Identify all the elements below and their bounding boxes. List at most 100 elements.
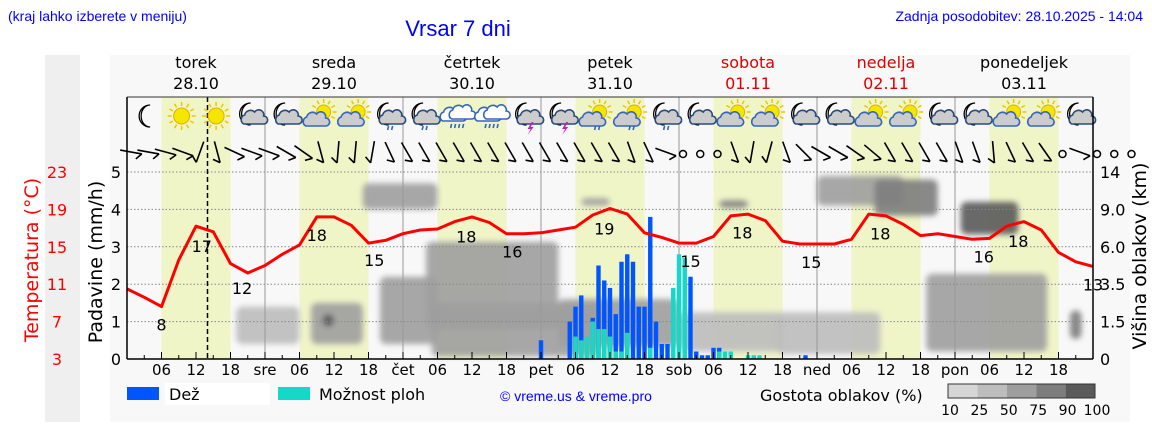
wind-barb-staff (120, 149, 142, 155)
sun-ray (883, 104, 888, 109)
cloud-icon (792, 109, 821, 125)
sun-ray (741, 100, 745, 105)
weather-icon-moon-cloud (239, 102, 269, 126)
temperature-label: 19 (594, 220, 614, 239)
cloud-icon (1026, 111, 1055, 127)
wind-barb-icon (120, 149, 143, 160)
wind-barb-feather (782, 158, 791, 164)
weather-icon-moon-cloud (929, 102, 959, 126)
sun-ray (883, 115, 888, 120)
sun-ray (637, 100, 642, 105)
cloud-density-level: 90 (1059, 403, 1077, 419)
sun-ray (208, 124, 212, 129)
legend-rain-swatch (127, 387, 159, 400)
sun-ray (775, 100, 780, 105)
weather-icon-sun (167, 102, 196, 130)
wind-barb-staff (626, 141, 636, 163)
cloud-density-swatch (1006, 384, 1037, 398)
x-tick-label: 12 (1014, 361, 1033, 379)
rain-bar (630, 261, 636, 359)
wind-calm-icon (678, 149, 688, 159)
wind-barb-icon (400, 142, 414, 163)
wind-barb-staff (846, 145, 865, 159)
cloud-icon (964, 109, 993, 125)
sun-ray (725, 104, 731, 109)
wind-barb-icon (294, 145, 313, 162)
credit-link[interactable]: © vreme.us & vreme.pro (500, 388, 652, 404)
day-name: nedelja (857, 53, 916, 72)
x-tick-label: sre (254, 361, 277, 379)
wind-barb-feather (304, 157, 313, 162)
weather-icon-moon-cloud-thunder (515, 102, 545, 135)
sun-ray (208, 103, 212, 108)
rain-bar (602, 280, 607, 359)
wind-barb-staff (607, 142, 621, 162)
wind-barb-feather (288, 156, 297, 161)
cloud-patch (874, 179, 938, 216)
wind-barb-feather (316, 158, 324, 164)
sun-ray (760, 104, 765, 109)
wind-barb-icon (730, 141, 740, 164)
precip-axis-title: Padavine (mm/h) (85, 181, 107, 344)
city-hint[interactable]: (kraj lahko izberete v meniju) (8, 8, 187, 24)
sun-ray (641, 115, 646, 120)
wind-barb-icon (487, 142, 500, 163)
sun-ray (622, 104, 627, 109)
lightning-icon (527, 122, 534, 135)
rain-bar (567, 321, 572, 359)
cloud-icon (688, 109, 717, 125)
sun-ray (169, 120, 174, 124)
showers-bar (671, 287, 676, 359)
x-tick-label: 12 (738, 361, 757, 379)
rain-bar (573, 306, 578, 359)
wind-barb-feather (856, 157, 865, 162)
sun-ray (220, 124, 224, 129)
wind-barb-icon (191, 141, 205, 163)
drizzle-drop-icon (390, 125, 394, 131)
wind-barb-feather (904, 159, 913, 163)
weather-icon-sun-cloud (854, 99, 889, 127)
wind-barb-staff (1038, 142, 1053, 162)
temp-tick-label: 11 (47, 275, 67, 294)
cloud-height-tick-label: 0 (1100, 350, 1110, 369)
wind-calm-icon (1110, 149, 1119, 159)
wind-barb-staff (369, 141, 376, 163)
legend-showers-swatch (278, 387, 310, 400)
wind-barb-feather (191, 155, 197, 163)
cloud-icon (336, 111, 365, 127)
temperature-label: 18 (1008, 232, 1028, 251)
wind-barb-icon (418, 142, 431, 163)
wind-barb-staff (556, 142, 569, 162)
sun-ray (365, 104, 370, 109)
rain-drop-icon (492, 123, 495, 129)
cloud-patch (581, 198, 610, 206)
temp-tick-label: 15 (47, 238, 67, 257)
legend: Dež Možnost ploh © vreme.us & vreme.pro … (127, 383, 1110, 419)
wind-barb-staff (452, 142, 465, 162)
weather-icon-sun-cloud-drizzle (612, 99, 648, 131)
wind-barb-staff (521, 142, 534, 162)
wind-barb-feather (490, 159, 499, 163)
sun-ray (1055, 104, 1060, 109)
showers-bar (579, 340, 584, 359)
wind-barb-feather (169, 154, 177, 161)
wind-barb-staff (655, 147, 677, 157)
drizzle-drop-icon (628, 125, 631, 131)
wind-barb-icon (655, 147, 677, 161)
wind-barb-staff (1021, 142, 1035, 162)
wind-barb-feather (1043, 159, 1052, 162)
wind-barb-icon (1005, 141, 1017, 163)
sun-ray (626, 100, 631, 105)
wind-barb-icon (918, 142, 931, 163)
drizzle-drop-icon (593, 125, 597, 131)
wind-barb-icon (987, 140, 996, 164)
day-name: četrtek (444, 53, 502, 72)
weather-icon-sun-cloud (888, 99, 924, 127)
wind-barb-staff (258, 147, 280, 157)
wind-barb-staff (863, 144, 882, 160)
cloud-icon (482, 104, 511, 120)
x-tick-label: 18 (911, 361, 930, 379)
sun-ray (1055, 115, 1060, 120)
drizzle-drop-icon (386, 125, 390, 131)
